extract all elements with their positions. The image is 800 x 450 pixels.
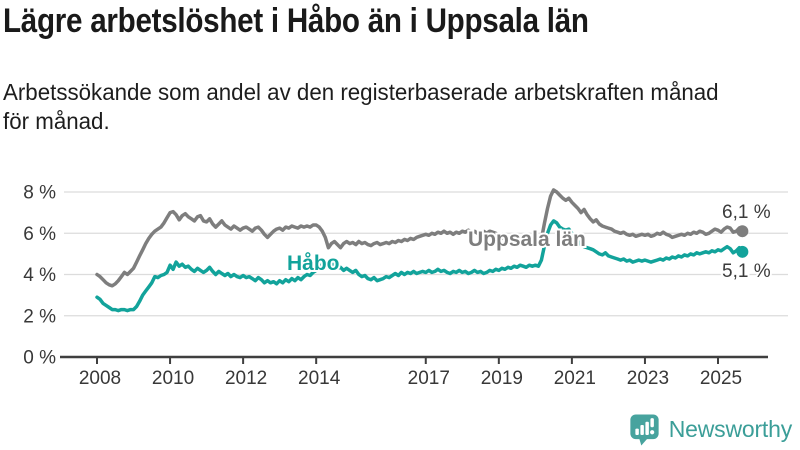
series-end-value-label: 6,1 % [722,202,771,223]
unemployment-line-chart: 0 % 2 % 4 % 6 % 8 % 2008 2010 2012 2014 2017 2019 2… [23,183,788,389]
x-axis-label: 2008 [79,368,121,389]
newsworthy-logo-text: Newsworthy [668,416,792,442]
series-label-habo: Håbo [287,252,340,275]
chart-subtitle-line-2: för månad. [3,108,110,134]
series-line-uppsala-lan [95,188,745,288]
x-axis-label: 2021 [554,368,596,389]
x-axis-label: 2010 [152,368,194,389]
series-end-value-label: 5,1 % [722,261,771,282]
x-axis-label: 2019 [481,368,523,389]
series-line-habo [95,219,745,313]
series-label-uppsala-lan: Uppsala län [468,228,586,251]
newsworthy-logo: Newsworthy [629,413,792,446]
y-axis-label: 6 % [23,224,56,245]
x-axis-label: 2012 [225,368,267,389]
chart-subtitle-line-1: Arbetssökande som andel av den registerb… [3,79,719,105]
x-axis-label: 2014 [298,368,341,389]
y-axis-label: 4 % [23,265,56,286]
y-axis-label: 0 % [23,348,56,369]
y-axis-label: 8 % [23,183,56,204]
series-end-dot [736,245,749,258]
bar-chart-speech-bubble-icon [630,414,659,446]
x-axis-label: 2025 [700,368,742,389]
chart-title: Lägre arbetslöshet i Håbo än i Uppsala l… [3,2,589,40]
x-axis-label: 2017 [408,368,450,389]
series-end-dot [736,225,749,238]
y-axis-label: 2 % [23,306,56,327]
x-axis-label: 2023 [627,368,669,389]
chart-subtitle: Arbetssökande som andel av den registerb… [3,78,719,136]
